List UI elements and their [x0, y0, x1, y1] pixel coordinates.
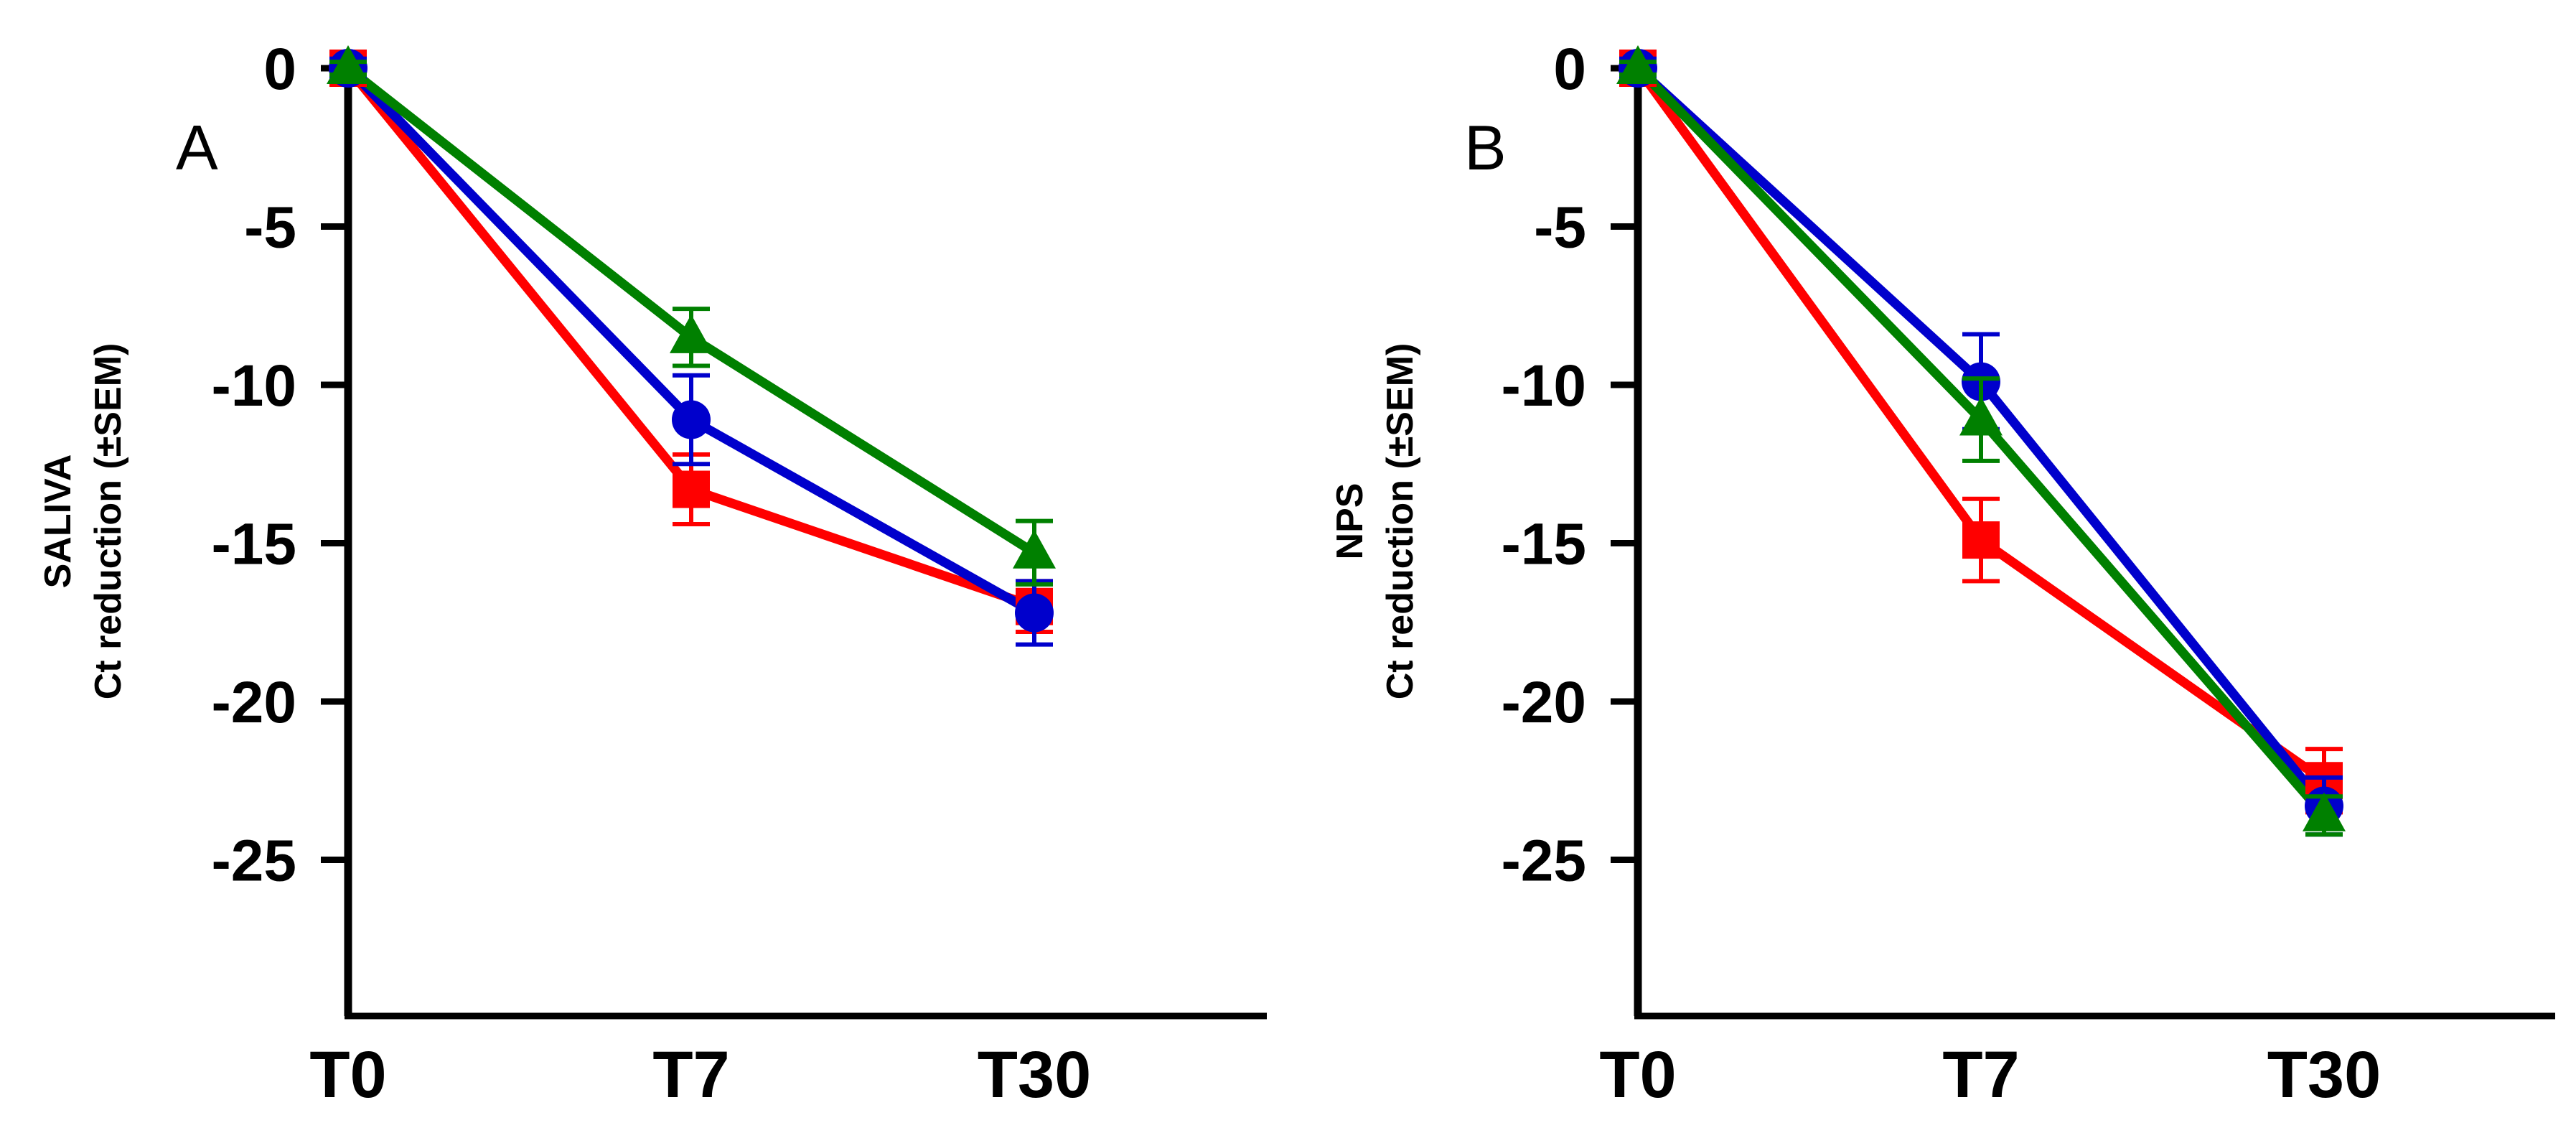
panel-a-green-point: [670, 314, 713, 353]
panel-b-ytick-label: -5: [1534, 195, 1586, 261]
panel-b-xtick-label: T30: [2267, 1038, 2381, 1111]
panel-a-ylabel-line2: Ct reduction (±SEM): [88, 343, 129, 700]
panel-b-ytick-label: -25: [1501, 829, 1586, 894]
panel-a-ytick-label: -15: [211, 512, 296, 577]
panel-b-ytick-label: -10: [1501, 353, 1586, 419]
panel-a-green-point: [327, 45, 370, 84]
panel-b-xtick-label: T0: [1599, 1038, 1676, 1111]
panel-b-ylabel-line2: Ct reduction (±SEM): [1380, 343, 1421, 700]
panel-a-plot: 0 -5 -10 -15 -20 -25 T0 T7 T30: [211, 37, 1267, 1111]
panel-b-ytick-label: -15: [1501, 512, 1586, 577]
panel-b-green-point: [1616, 45, 1659, 84]
panel-b-plot: 0 -5 -10 -15 -20 -25 T0 T7 T30: [1501, 37, 2555, 1111]
panel-b-green-point: [2303, 792, 2346, 831]
panel-a-xtick-label: T0: [309, 1038, 386, 1111]
panel-a-green-point: [1013, 529, 1056, 569]
panel-a-ytick-label: -25: [211, 829, 296, 894]
panel-a-blue-point: [672, 400, 711, 439]
panel-b-ylabel-line1: NPS: [1329, 483, 1371, 560]
panel-a-red-point: [673, 470, 710, 508]
panel-b-ytick-label: -20: [1501, 670, 1586, 735]
panel-a-ylabel-line1: SALIVA: [37, 455, 79, 589]
panel-a-ytick-label: -5: [244, 195, 296, 261]
panel-a-blue-point: [1015, 593, 1054, 633]
panel-b: B NPS Ct reduction (±SEM) 0 -5 -10 -15 -20 -2…: [1329, 37, 2555, 1111]
panel-a: A SALIVA Ct reduction (±SEM) 0 -5 -10 -15 -2…: [37, 37, 1267, 1111]
panel-a-label: A: [176, 112, 218, 183]
panel-b-ytick-label: 0: [1553, 37, 1586, 102]
panel-b-label: B: [1464, 112, 1507, 183]
panel-a-xtick-label: T30: [978, 1038, 1092, 1111]
panel-b-xtick-label: T7: [1942, 1038, 2019, 1111]
panel-a-ytick-label: -20: [211, 670, 296, 735]
panel-a-xtick-label: T7: [652, 1038, 729, 1111]
panel-b-red-point: [1962, 521, 2000, 559]
panel-b-green-point: [1959, 396, 2003, 436]
panel-a-ytick-label: 0: [263, 37, 296, 102]
panel-a-ytick-label: -10: [211, 353, 296, 419]
